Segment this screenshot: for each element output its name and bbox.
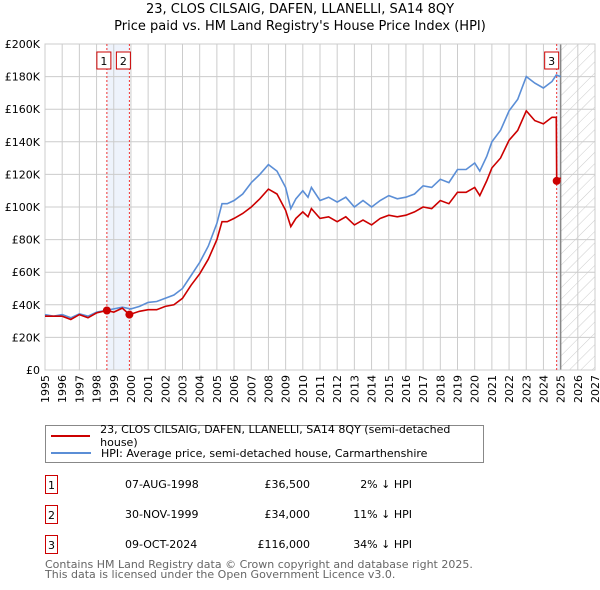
x-tick-label: 1995: [39, 375, 52, 403]
x-tick-label: 2020: [469, 375, 482, 403]
x-tick-label: 2011: [314, 375, 327, 403]
y-tick-label: £100K: [5, 201, 41, 214]
x-tick-label: 2001: [142, 375, 155, 403]
y-tick-label: £20K: [12, 331, 41, 344]
sale-price: £36,500: [264, 478, 311, 491]
x-tick-label: 2016: [400, 375, 413, 403]
sale-row: 1 07-AUG-1998 £36,500 2% ↓ HPI: [45, 475, 445, 495]
sale-label-box: [544, 51, 560, 70]
sale-number: 3: [45, 535, 58, 554]
x-tick-label: 2015: [383, 375, 396, 403]
sale-price: £116,000: [257, 538, 311, 551]
x-tick-label: 2003: [177, 375, 190, 403]
x-tick-label: 2002: [159, 375, 172, 403]
y-tick-label: £160K: [5, 103, 41, 116]
y-tick-label: £40K: [12, 299, 41, 312]
x-tick-label: 2008: [262, 375, 275, 403]
sale-hpi-diff: 2% ↓ HPI: [360, 478, 412, 491]
sale-price: £34,000: [264, 508, 311, 521]
legend-swatch-red: [51, 435, 91, 437]
x-tick-label: 2007: [245, 375, 258, 403]
legend-swatch-blue: [51, 452, 91, 454]
sale-hpi-diff: 34% ↓ HPI: [353, 538, 412, 551]
x-tick-label: 2023: [520, 375, 533, 403]
sale-label: 1: [100, 55, 107, 68]
sale-row: 2 30-NOV-1999 £34,000 11% ↓ HPI: [45, 505, 445, 525]
x-tick-label: 2004: [194, 375, 207, 403]
sale-label: 3: [548, 55, 555, 68]
footer: Contains HM Land Registry data © Crown c…: [45, 558, 473, 581]
sale-row: 3 09-OCT-2024 £116,000 34% ↓ HPI: [45, 535, 445, 555]
sale-label: 2: [120, 55, 127, 68]
sale-point: [125, 310, 134, 319]
y-tick-label: £140K: [5, 136, 41, 149]
legend-item-hpi: HPI: Average price, semi-detached house,…: [51, 445, 427, 461]
x-tick-label: 1996: [56, 375, 69, 403]
y-tick-label: £200K: [5, 38, 41, 51]
sale-date: 09-OCT-2024: [125, 538, 198, 551]
sale-date: 07-AUG-1998: [125, 478, 199, 491]
sale-label-box: [115, 51, 131, 70]
sale-number: 1: [45, 475, 58, 494]
sale-point: [552, 176, 561, 185]
hpi-line: [44, 74, 561, 319]
price-paid-line: [45, 109, 562, 321]
x-tick-label: 2014: [366, 375, 379, 403]
x-tick-label: 2013: [348, 375, 361, 403]
plot-area: 1995 1996 1997 1998 1999 2000 2001 2002 2003 2004…: [5, 38, 600, 403]
legend: 23, CLOS CILSAIG, DAFEN, LLANELLI, SA14 …: [45, 423, 484, 463]
plot-border: [44, 43, 596, 371]
legend-label: HPI: Average price, semi-detached house,…: [101, 446, 428, 460]
footer-line: Contains HM Land Registry data © Crown c…: [45, 558, 473, 571]
x-tick-label: 1997: [73, 375, 86, 403]
x-tick-label: 2026: [572, 375, 585, 403]
x-tick-label: 1999: [108, 375, 121, 403]
sale-number: 2: [45, 505, 58, 524]
sale-date: 30-NOV-1999: [125, 508, 199, 521]
sale-label-box: [96, 51, 112, 70]
x-tick-label: 2017: [417, 375, 430, 403]
y-tick-label: £60K: [12, 266, 41, 279]
x-tick-label: 2022: [503, 375, 516, 403]
x-tick-label: 2019: [452, 375, 465, 403]
y-tick-label: £180K: [5, 71, 41, 84]
x-tick-label: 2000: [125, 375, 138, 403]
chart-title: 23, CLOS CILSAIG, DAFEN, LLANELLI, SA14 …: [145, 2, 455, 17]
x-tick-label: 2009: [280, 375, 293, 403]
sale-hpi-diff: 11% ↓ HPI: [353, 508, 412, 521]
sale-point: [102, 306, 111, 315]
x-tick-label: 1998: [91, 375, 104, 403]
y-tick-label: £80K: [12, 234, 41, 247]
y-tick-label: £120K: [5, 168, 41, 181]
x-tick-label: 2005: [211, 375, 224, 403]
legend-label: 23, CLOS CILSAIG, DAFEN, LLANELLI, SA14 …: [100, 423, 451, 449]
x-tick-label: 2006: [228, 375, 241, 403]
chart-subtitle: Price paid vs. HM Land Registry's House …: [114, 19, 486, 34]
x-tick-label: 2012: [331, 375, 344, 403]
x-tick-label: 2018: [434, 375, 447, 403]
x-tick-label: 2025: [555, 375, 568, 403]
legend-item-property: 23, CLOS CILSAIG, DAFEN, LLANELLI, SA14 …: [51, 423, 483, 449]
x-tick-label: 2021: [486, 375, 499, 403]
x-tick-label: 2027: [589, 375, 600, 403]
footer-line: This data is licensed under the Open Gov…: [45, 568, 396, 581]
x-tick-label: 2010: [297, 375, 310, 403]
x-tick-label: 2024: [537, 375, 550, 403]
y-tick-label: £0: [26, 364, 40, 377]
